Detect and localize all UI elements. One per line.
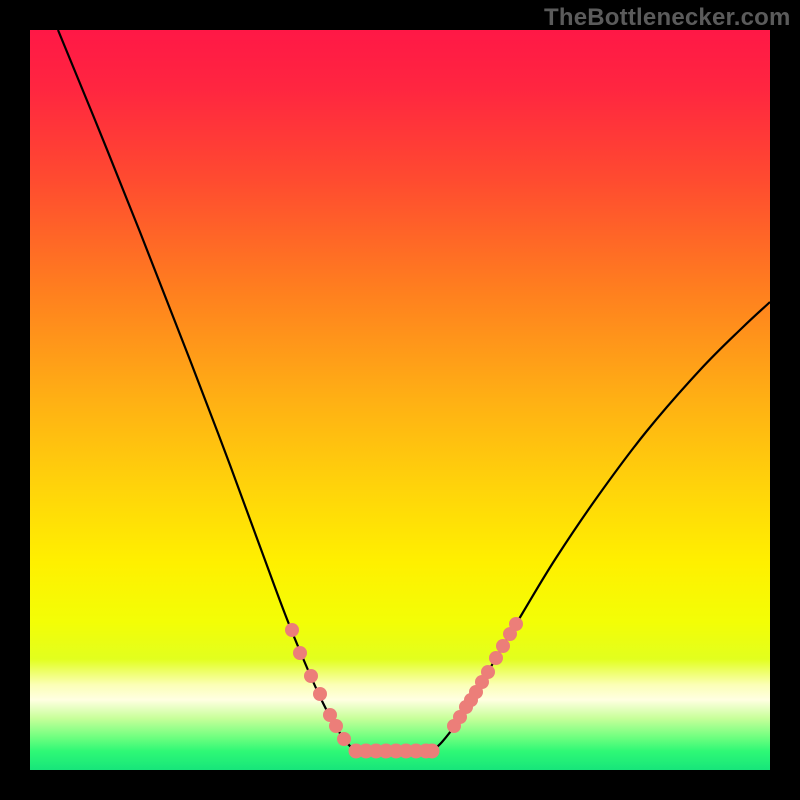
watermark-text: TheBottlenecker.com <box>544 4 791 32</box>
plot-background <box>30 30 770 770</box>
chart-frame: TheBottlenecker.com <box>0 0 800 800</box>
